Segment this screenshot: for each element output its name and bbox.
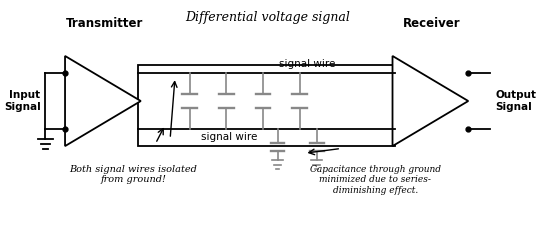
- Polygon shape: [65, 56, 141, 146]
- Text: Both signal wires isolated
from ground!: Both signal wires isolated from ground!: [70, 165, 198, 185]
- Text: Receiver: Receiver: [403, 17, 461, 30]
- Text: Output
Signal: Output Signal: [495, 90, 536, 112]
- Text: Transmitter: Transmitter: [65, 17, 143, 30]
- Text: signal wire: signal wire: [200, 132, 257, 142]
- Polygon shape: [393, 56, 468, 146]
- Text: signal wire: signal wire: [279, 59, 335, 69]
- Text: Capacitance through ground
minimized due to series-
diminishing effect.: Capacitance through ground minimized due…: [310, 165, 441, 195]
- Text: Differential voltage signal: Differential voltage signal: [185, 11, 350, 24]
- Text: Input
Signal: Input Signal: [4, 90, 40, 112]
